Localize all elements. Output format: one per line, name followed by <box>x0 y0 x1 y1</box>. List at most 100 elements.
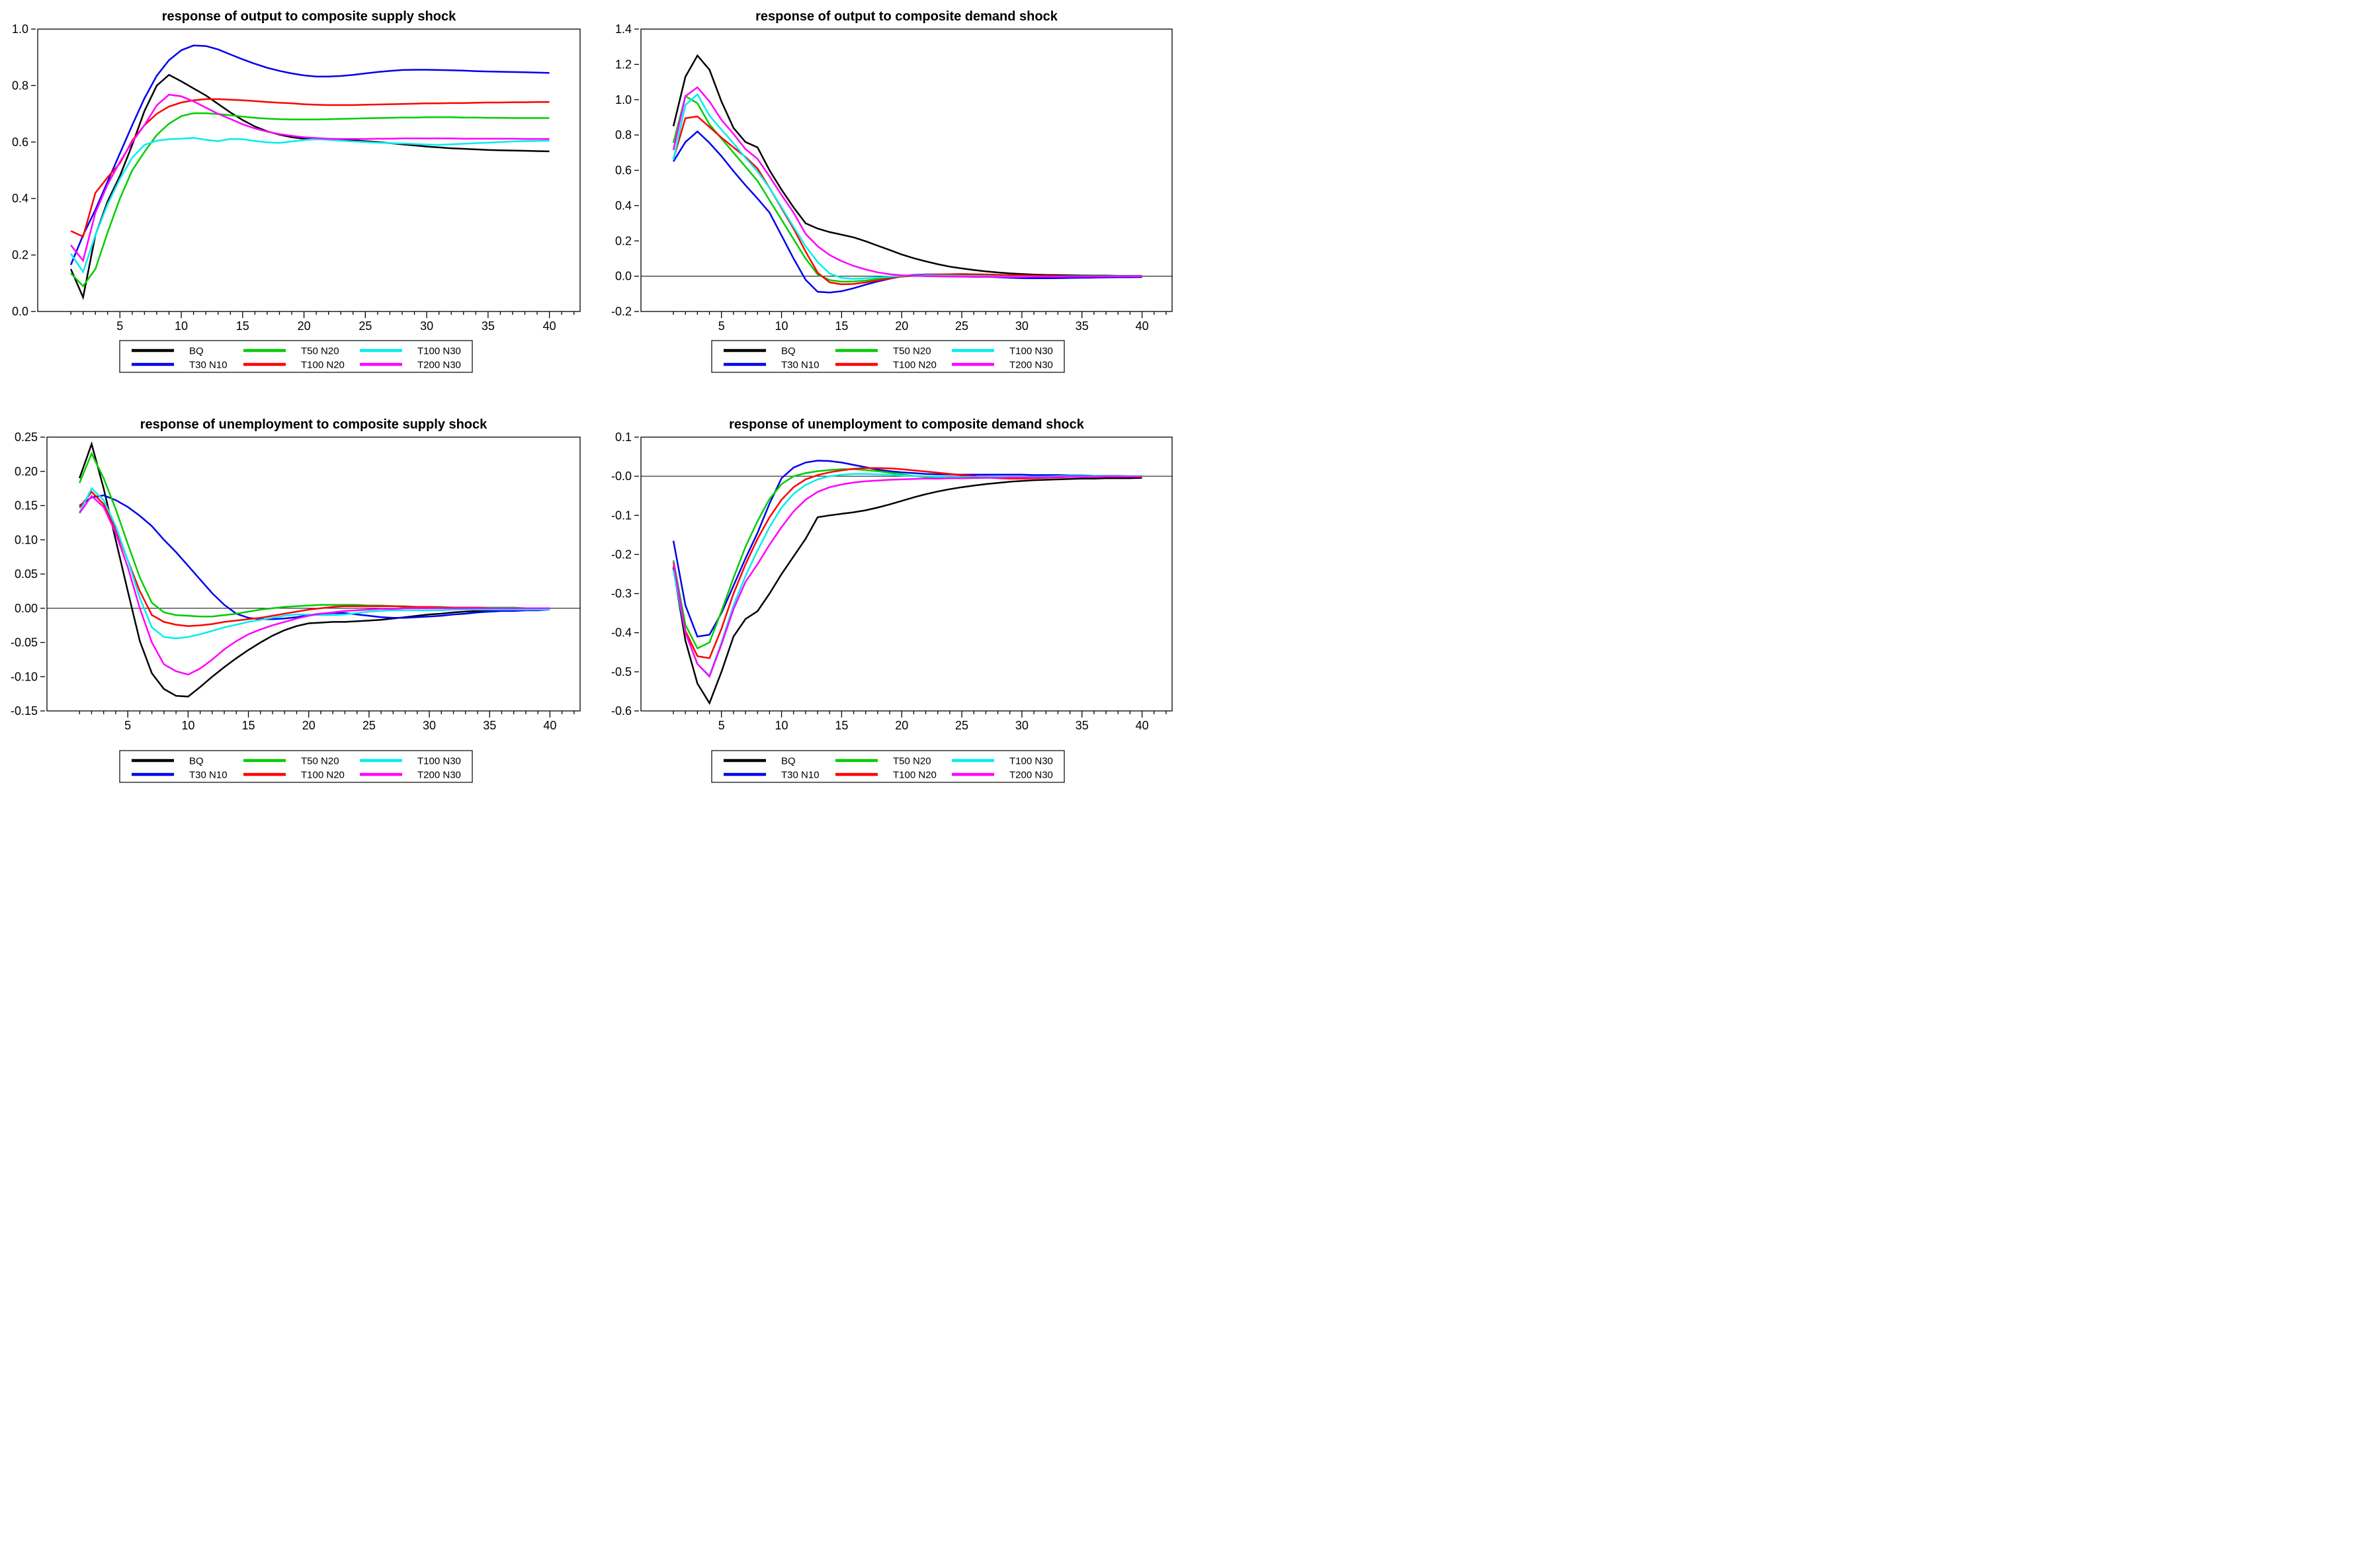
legend-label-T200-N30: T200 N30 <box>417 360 461 371</box>
y-tick-label: -0.2 <box>611 305 632 318</box>
legend-label-T30-N10: T30 N10 <box>781 360 820 371</box>
legend-label-T30-N10: T30 N10 <box>189 770 228 781</box>
chart-title: response of output to composite supply s… <box>162 9 456 24</box>
legend-label-T100-N30: T100 N30 <box>1009 756 1053 767</box>
x-tick-label: 25 <box>955 719 968 732</box>
legend-label-BQ: BQ <box>189 346 204 357</box>
series-line-T50-N20 <box>672 95 1142 283</box>
x-tick-label: 20 <box>302 719 316 732</box>
series-line-T50-N20 <box>79 451 550 618</box>
x-tick-label: 35 <box>483 719 496 732</box>
series-line-T200-N30 <box>79 495 550 676</box>
panel-unemployment-demand-shock: response of unemployment to composite de… <box>592 392 1184 784</box>
x-tick-label: 10 <box>775 719 788 732</box>
x-tick-label: 15 <box>835 719 848 732</box>
x-tick-label: 15 <box>242 719 255 732</box>
legend-box <box>119 340 473 373</box>
plot-frame <box>37 28 581 312</box>
panel-output-demand-shock: response of output to composite demand s… <box>592 0 1184 392</box>
y-tick-label: 0.4 <box>12 192 28 205</box>
chart-title: response of output to composite demand s… <box>755 9 1058 24</box>
x-tick-label: 25 <box>955 319 968 333</box>
x-tick-label: 40 <box>1136 319 1149 333</box>
series-line-T30-N10 <box>672 460 1142 638</box>
legend-label-T100-N20: T100 N20 <box>301 770 345 781</box>
legend-label-BQ: BQ <box>781 756 796 767</box>
legend-label-BQ: BQ <box>781 346 796 357</box>
legend-box <box>711 750 1065 783</box>
legend-label-T50-N20: T50 N20 <box>893 346 931 357</box>
legend-label-T50-N20: T50 N20 <box>301 756 339 767</box>
x-tick-label: 10 <box>775 319 788 333</box>
y-tick-label: 0.10 <box>15 533 38 546</box>
series-line-T100-N20 <box>672 115 1142 286</box>
legend-box <box>711 340 1065 373</box>
y-tick-label: 0.25 <box>15 431 38 444</box>
y-tick-label: 0.6 <box>615 164 632 177</box>
panel-unemployment-supply-shock: response of unemployment to composite su… <box>0 392 592 784</box>
x-tick-label: 25 <box>362 719 376 732</box>
x-tick-label: 35 <box>1076 719 1089 732</box>
y-tick-label: 0.1 <box>615 431 632 444</box>
chart-title: response of unemployment to composite su… <box>140 417 487 432</box>
series-line-T30-N10 <box>69 44 550 265</box>
y-tick-label: -0.2 <box>611 548 632 561</box>
y-tick-label: -0.15 <box>11 704 38 718</box>
y-tick-label: 0.00 <box>15 602 38 615</box>
y-tick-label: 1.0 <box>615 93 632 106</box>
x-tick-label: 35 <box>482 319 495 333</box>
series-line-BQ <box>672 477 1142 706</box>
series-line-T100-N30 <box>79 487 550 640</box>
y-tick-label: -0.10 <box>11 670 38 683</box>
y-tick-label: -0.0 <box>611 470 632 483</box>
chart-canvas: response of unemployment to composite de… <box>611 417 1173 783</box>
y-tick-label: 0.8 <box>12 79 28 92</box>
legend-label-T50-N20: T50 N20 <box>893 756 931 767</box>
legend-label-T30-N10: T30 N10 <box>189 360 228 371</box>
legend-label-T100-N20: T100 N20 <box>301 360 345 371</box>
x-tick-label: 30 <box>420 319 433 333</box>
series-line-T100-N20 <box>70 98 550 238</box>
series-line-BQ <box>69 73 550 300</box>
y-tick-label: 0.4 <box>615 199 632 212</box>
legend-label-T100-N20: T100 N20 <box>893 770 937 781</box>
series-line-BQ <box>672 54 1142 277</box>
plot-frame <box>640 436 1173 712</box>
y-tick-label: 0.05 <box>15 567 38 581</box>
x-tick-label: 5 <box>124 719 131 732</box>
legend-label-T30-N10: T30 N10 <box>781 770 820 781</box>
legend-label-T100-N30: T100 N30 <box>417 346 461 357</box>
x-tick-label: 5 <box>718 719 725 732</box>
x-tick-label: 20 <box>895 319 908 333</box>
y-tick-label: 0.0 <box>12 305 28 318</box>
chart-canvas: response of unemployment to composite su… <box>11 417 581 783</box>
series-line-T200-N30 <box>672 475 1142 679</box>
y-tick-label: -0.05 <box>11 636 38 649</box>
chart-title: response of unemployment to composite de… <box>729 417 1085 432</box>
y-tick-label: 0.20 <box>15 465 38 478</box>
panel-output-supply-shock: response of output to composite supply s… <box>0 0 592 392</box>
legend-label-T50-N20: T50 N20 <box>301 346 339 357</box>
x-tick-label: 10 <box>175 319 188 333</box>
legend-label-T200-N30: T200 N30 <box>1009 360 1053 371</box>
y-tick-label: 0.0 <box>615 270 632 283</box>
y-tick-label: -0.5 <box>611 665 632 679</box>
series-line-T200-N30 <box>70 93 550 263</box>
legend-label-T100-N20: T100 N20 <box>893 360 937 371</box>
y-tick-label: -0.6 <box>611 704 632 718</box>
series-line-T100-N30 <box>70 137 550 274</box>
x-tick-label: 15 <box>835 319 848 333</box>
y-tick-label: -0.1 <box>611 509 632 522</box>
legend-label-T100-N30: T100 N30 <box>417 756 461 767</box>
x-tick-label: 30 <box>1015 719 1029 732</box>
x-tick-label: 15 <box>236 319 249 333</box>
y-tick-label: 0.2 <box>615 234 632 247</box>
y-tick-label: 1.2 <box>615 58 632 71</box>
plot-frame <box>640 28 1173 312</box>
y-tick-label: -0.4 <box>611 626 632 640</box>
y-tick-label: 0.15 <box>15 499 38 513</box>
y-tick-label: 1.0 <box>12 22 28 36</box>
x-tick-label: 30 <box>1015 319 1029 333</box>
x-tick-label: 5 <box>718 319 725 333</box>
series-line-T100-N30 <box>672 473 1142 678</box>
